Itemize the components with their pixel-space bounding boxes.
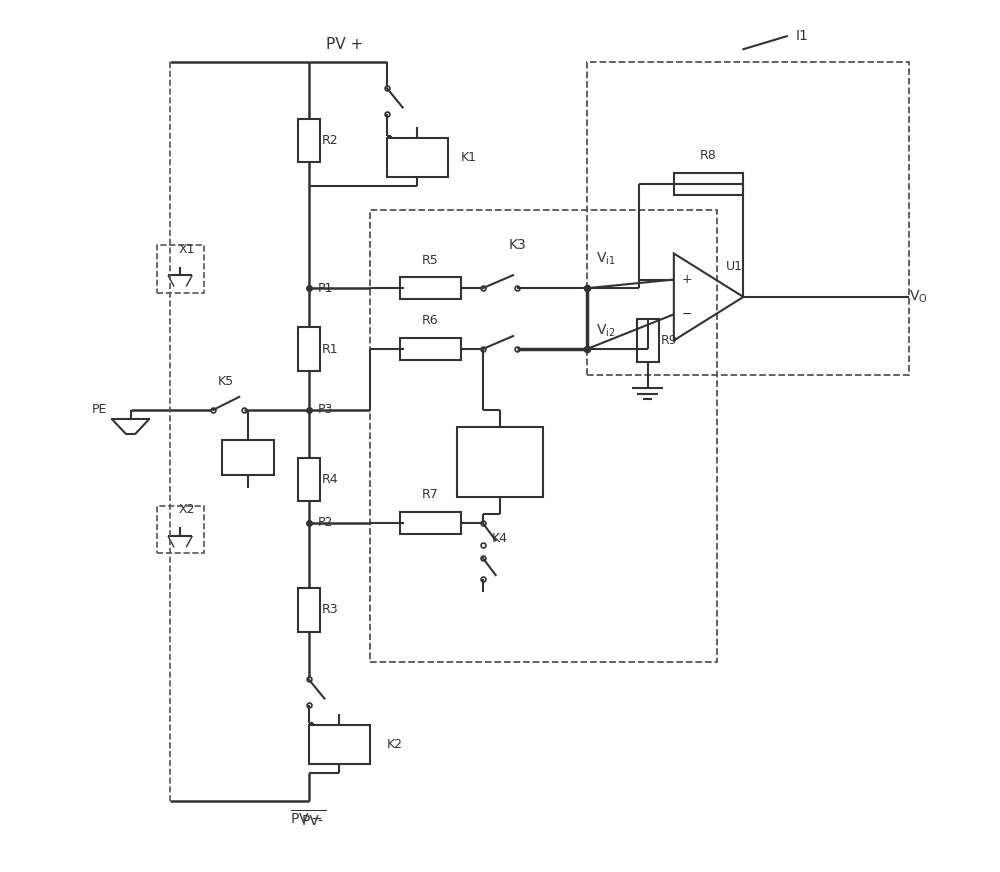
- Text: R9: R9: [661, 334, 677, 347]
- Bar: [298, 458, 320, 501]
- Text: U1: U1: [726, 260, 743, 273]
- Text: $\rm V_{i2}$: $\rm V_{i2}$: [596, 323, 615, 339]
- Text: P1: P1: [317, 282, 333, 295]
- Bar: [387, 139, 448, 177]
- Text: −: −: [682, 308, 692, 321]
- Bar: [157, 506, 204, 554]
- Text: X2: X2: [178, 503, 195, 516]
- Text: K5: K5: [218, 375, 234, 388]
- Text: PV +: PV +: [326, 37, 363, 52]
- Text: PV-: PV-: [302, 814, 324, 828]
- Bar: [457, 427, 543, 497]
- Bar: [400, 512, 461, 534]
- Text: +: +: [682, 273, 692, 286]
- Text: $\rm V_O$: $\rm V_O$: [909, 289, 927, 305]
- Text: P2: P2: [317, 516, 333, 529]
- Text: K3: K3: [509, 238, 526, 252]
- Bar: [674, 173, 743, 194]
- Bar: [298, 327, 320, 371]
- Text: X1: X1: [178, 242, 195, 255]
- Text: K1: K1: [461, 152, 477, 164]
- Bar: [370, 210, 717, 662]
- Text: R7: R7: [422, 488, 439, 501]
- Text: R8: R8: [700, 149, 717, 162]
- Text: R3: R3: [322, 603, 338, 617]
- Bar: [157, 245, 204, 293]
- Bar: [400, 277, 461, 299]
- Text: PE: PE: [91, 404, 107, 417]
- Bar: [222, 440, 274, 475]
- Bar: [298, 588, 320, 631]
- Text: R2: R2: [322, 134, 338, 147]
- Bar: [587, 62, 909, 375]
- Text: I1: I1: [796, 29, 808, 43]
- Text: P3: P3: [317, 404, 333, 417]
- Text: R1: R1: [322, 343, 338, 356]
- Text: K4: K4: [492, 532, 508, 545]
- Text: R6: R6: [422, 314, 439, 327]
- Text: $\overline{\rm PV-}$: $\overline{\rm PV-}$: [290, 810, 327, 828]
- Bar: [400, 338, 461, 360]
- Text: $\rm V_{i1}$: $\rm V_{i1}$: [596, 250, 615, 267]
- Bar: [637, 318, 659, 362]
- Bar: [309, 725, 370, 764]
- Bar: [298, 119, 320, 162]
- Text: R5: R5: [422, 254, 439, 267]
- Text: K2: K2: [387, 738, 403, 751]
- Text: R4: R4: [322, 473, 338, 486]
